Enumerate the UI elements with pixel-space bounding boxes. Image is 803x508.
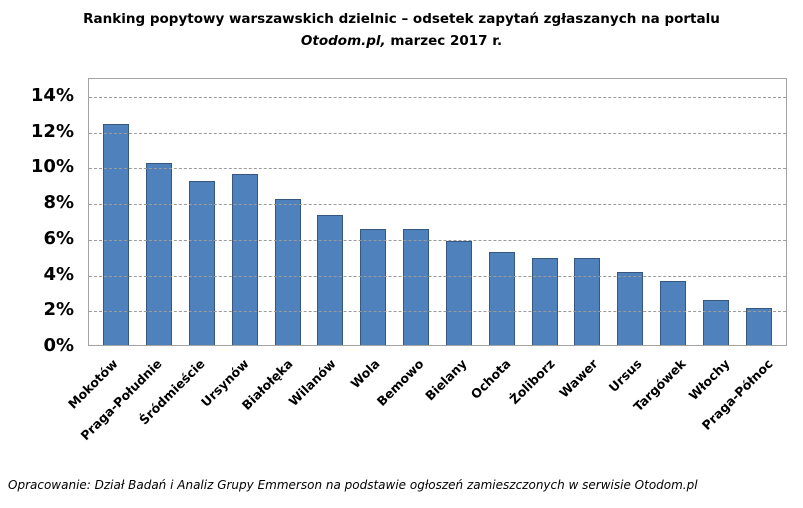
bar-ursus [617,271,644,345]
y-tick-label: 2% [43,299,74,321]
y-tick-label: 10% [30,156,74,178]
bar-żoliborz [531,257,558,345]
gridline-14pct [89,96,786,98]
gridline-10pct [89,168,786,170]
x-tick-label: Wilanów [285,356,339,409]
x-tick-label: Wola [347,356,383,392]
chart-title-portal-name: Otodom.pl, [300,32,386,49]
bar-bielany [445,241,472,345]
bar-wola [360,228,387,345]
x-tick-label: Mokotów [64,356,121,412]
bar-targówek [659,280,686,345]
bar-ursynów [231,173,258,345]
y-tick-label: 8% [43,192,74,214]
chart-title-line2: Otodom.pl, marzec 2017 r. [0,31,803,53]
chart-title: Ranking popytowy warszawskich dzielnic –… [0,0,803,52]
x-tick-label: Śródmieście [136,356,208,428]
bar-włochy [702,300,729,345]
bar-praga-południe [146,162,173,345]
x-tick-label: Praga-Północ [698,356,776,433]
bar-praga-północ [745,307,772,345]
bar-mokotów [103,123,130,345]
gridline-2pct [89,311,786,313]
x-tick-label: Ochota [467,356,514,402]
x-tick-label: Ursus [605,356,645,395]
chart-title-date: marzec 2017 r. [385,32,503,49]
bar-bemowo [403,228,430,345]
bar-ochota [488,252,515,345]
gridline-4pct [89,275,786,277]
y-tick-label: 14% [30,84,74,106]
y-tick-label: 0% [43,335,74,356]
y-tick-label: 4% [43,263,74,285]
y-axis: 0% 2% 4% 6% 8% 10% 12% 14% [0,78,84,356]
gridline-8pct [89,204,786,206]
bar-śródmieście [189,180,216,345]
y-tick-label: 6% [43,227,74,249]
bar-wilanów [317,214,344,345]
bar-chart: 0% 2% 4% 6% 8% 10% 12% 14% Mokotów Praga-Południ… [0,70,803,460]
bar-wawer [574,257,601,345]
x-tick-label: Ursynów [197,356,252,410]
chart-title-line1: Ranking popytowy warszawskich dzielnic –… [83,11,720,27]
bar-białołęka [274,198,301,345]
x-tick-label: Bielany [422,356,470,404]
gridline-12pct [89,132,786,134]
x-axis: Mokotów Praga-Południe Śródmieście Ursynów B… [65,352,787,456]
source-note: Opracowanie: Dział Badań i Analiz Grupy … [8,478,698,492]
x-tick-label: Targówek [630,356,689,415]
plot-area [88,78,787,346]
y-tick-label: 12% [30,120,74,142]
x-tick-label: Wawer [556,356,601,401]
gridline-6pct [89,239,786,241]
